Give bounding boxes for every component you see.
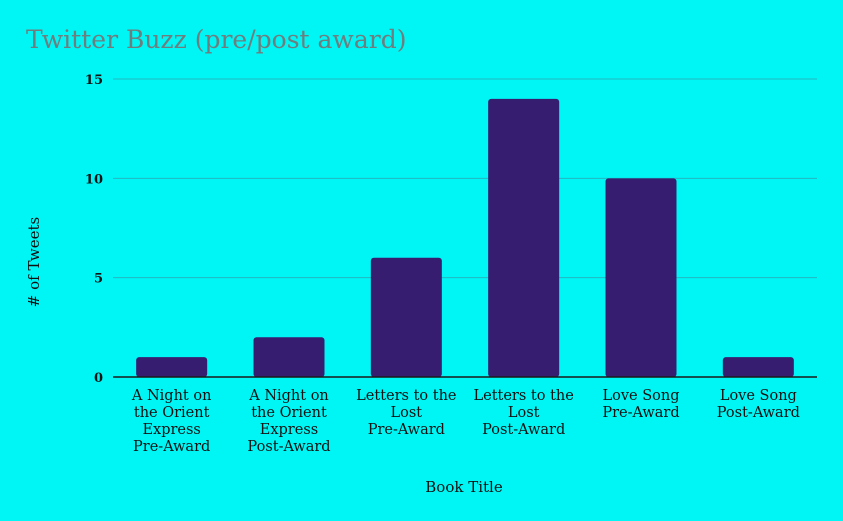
x-tick-label: Love Song Post-Award [717,388,800,421]
x-tick-label: A Night on the Orient Express Post-Award [247,388,330,455]
y-tick-label: 5 [94,272,103,287]
bar [488,98,560,377]
y-tick-label: 0 [94,371,103,386]
chart-title: Twitter Buzz (pre/post award) [26,25,406,54]
x-tick-label-line: Post-Award [482,422,565,438]
x-tick-label-line: Express [142,422,200,438]
y-tick-label: 15 [85,73,103,88]
bar [370,257,442,377]
bar [722,357,794,377]
x-tick-label-line: Letters to the [356,388,456,404]
x-tick-label-line: Love Song [720,388,797,404]
x-tick-label-line: the Orient [251,405,327,421]
x-tick-label: A Night on the Orient Express Pre-Award [131,388,212,455]
x-tick-label-line: Letters to the [473,388,573,404]
gridlines [113,78,817,279]
x-axis-label: Book Title [425,478,503,496]
x-tick-label-line: Pre-Award [368,422,445,438]
x-tick-label-line: Express [260,422,318,438]
x-tick-label: Letters to the Lost Pre-Award [356,388,456,438]
bars [113,98,817,378]
x-tick-label-line: Pre-Award [602,405,679,421]
x-tick-label-line: Post-Award [717,405,800,421]
x-tick-label: Love Song Pre-Award [602,388,679,421]
x-tick-label-line: A Night on [131,388,212,404]
bar [136,357,208,377]
x-tick-label-line: Lost [391,405,423,421]
y-tick-label: 10 [85,172,103,187]
x-tick-label-line: the Orient [134,405,210,421]
x-tick-label-line: Lost [508,405,540,421]
bar [253,337,325,377]
x-tick-label-line: A Night on [248,388,329,404]
x-tick-label-line: Pre-Award [133,439,210,455]
bar [605,178,677,377]
x-tick-label-line: Post-Award [247,439,330,455]
y-axis-ticks: 0 5 10 15 [85,73,103,386]
y-axis-label: # of Tweets [25,217,43,307]
x-tick-label-line: Love Song [602,388,679,404]
x-tick-label: Letters to the Lost Post-Award [473,388,573,438]
